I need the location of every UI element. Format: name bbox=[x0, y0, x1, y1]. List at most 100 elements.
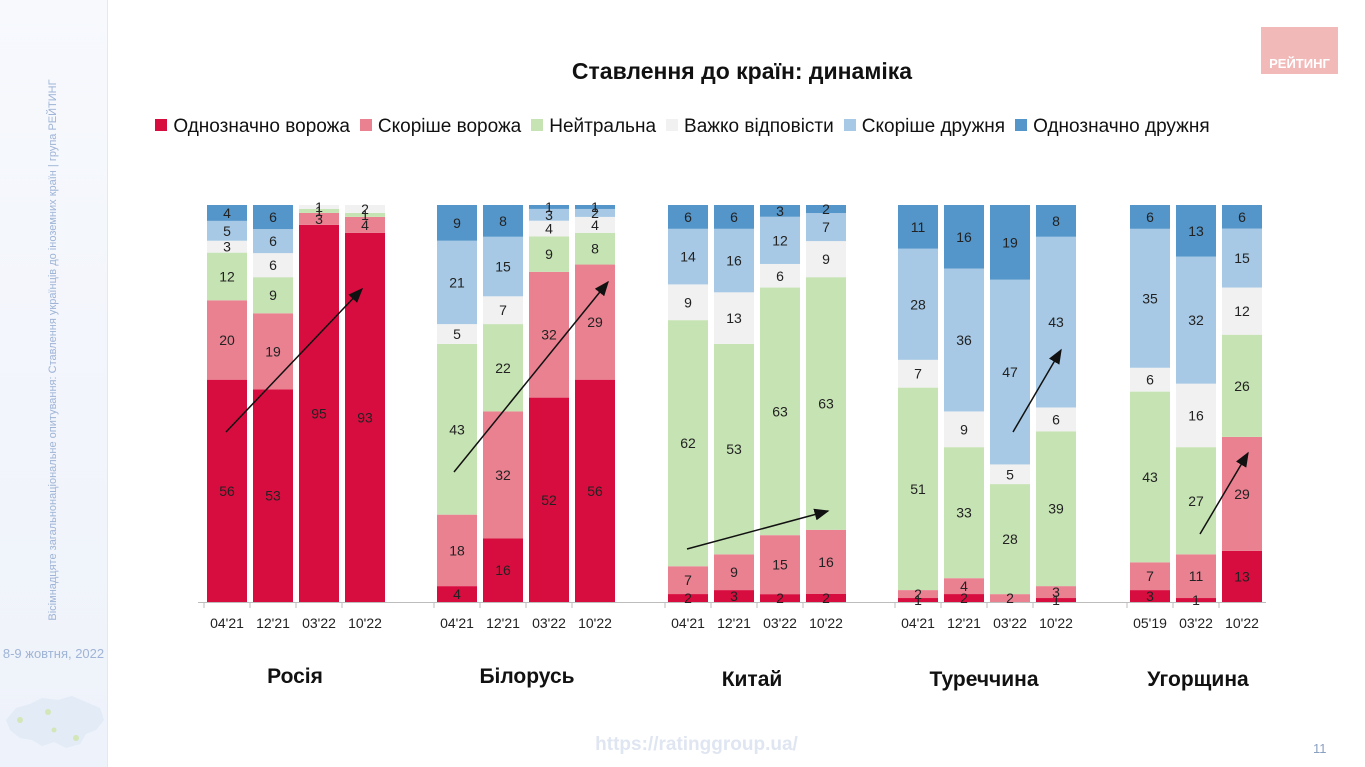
bar-segment bbox=[714, 205, 754, 229]
data-label: 18 bbox=[449, 542, 465, 558]
data-label: 53 bbox=[726, 441, 742, 457]
data-label: 2 bbox=[361, 201, 369, 217]
data-label: 5 bbox=[223, 223, 231, 239]
period-label: 10'22 bbox=[578, 615, 612, 631]
bar-segment bbox=[990, 279, 1030, 465]
bar-segment bbox=[806, 241, 846, 278]
data-label: 7 bbox=[914, 366, 922, 382]
data-label: 1 bbox=[591, 199, 599, 215]
data-label: 56 bbox=[219, 483, 235, 499]
bar-segment bbox=[1130, 562, 1170, 591]
data-label: 20 bbox=[219, 332, 235, 348]
period-label: 10'22 bbox=[1039, 615, 1073, 631]
bar-segment bbox=[944, 578, 984, 595]
data-label: 3 bbox=[545, 207, 553, 223]
period-label: 04'21 bbox=[901, 615, 935, 631]
period-label: 03'22 bbox=[993, 615, 1027, 631]
data-label: 9 bbox=[960, 421, 968, 437]
period-label: 04'21 bbox=[210, 615, 244, 631]
data-label: 4 bbox=[223, 205, 231, 221]
data-label: 16 bbox=[495, 562, 511, 578]
legend-swatch bbox=[666, 119, 679, 131]
data-label: 2 bbox=[822, 201, 830, 217]
data-label: 95 bbox=[311, 405, 327, 421]
survey-date: 8-9 жовтня, 2022 bbox=[2, 646, 105, 661]
bar-segment bbox=[437, 343, 477, 515]
bar-segment bbox=[668, 566, 708, 595]
bar-segment bbox=[1176, 205, 1216, 257]
legend-label: Однозначно дружня bbox=[1033, 116, 1210, 137]
data-label: 6 bbox=[776, 268, 784, 284]
data-label: 9 bbox=[684, 294, 692, 310]
legend-swatch bbox=[1015, 119, 1028, 131]
data-label: 26 bbox=[1234, 378, 1250, 394]
data-label: 2 bbox=[1006, 590, 1014, 606]
bar-segment bbox=[483, 205, 523, 237]
data-label: 63 bbox=[772, 403, 788, 419]
chart-legend: Однозначно ворожа Скоріше ворожа Нейтральн… bbox=[0, 116, 1365, 138]
bar-segment bbox=[714, 343, 754, 555]
data-label: 35 bbox=[1142, 290, 1158, 306]
bar-segment bbox=[990, 464, 1030, 485]
bar-segment bbox=[898, 359, 938, 388]
data-label: 1 bbox=[545, 199, 553, 215]
bar-segment bbox=[345, 216, 385, 233]
period-label: 03'22 bbox=[532, 615, 566, 631]
bar-segment bbox=[1130, 391, 1170, 563]
bar-segment bbox=[575, 208, 615, 217]
bar-segment bbox=[760, 287, 800, 536]
trend-arrow bbox=[225, 287, 364, 433]
bar-segment bbox=[1036, 205, 1076, 237]
data-label: 6 bbox=[269, 257, 277, 273]
data-label: 4 bbox=[453, 586, 461, 602]
period-label: 12'21 bbox=[256, 615, 290, 631]
data-label: 2 bbox=[960, 590, 968, 606]
data-label: 1 bbox=[315, 203, 323, 219]
bar-segment bbox=[668, 284, 708, 321]
bar-segment bbox=[253, 229, 293, 254]
data-label: 9 bbox=[269, 287, 277, 303]
bar-segment bbox=[437, 514, 477, 587]
bar-segment bbox=[345, 205, 385, 213]
period-label: 12'21 bbox=[947, 615, 981, 631]
bar-segment bbox=[1222, 287, 1262, 335]
legend-item: Скоріше дружня bbox=[843, 116, 1006, 138]
bar-segment bbox=[207, 220, 247, 241]
bar-segment bbox=[1176, 598, 1216, 602]
bar-segment bbox=[437, 324, 477, 344]
trend-arrow bbox=[686, 508, 830, 550]
data-label: 32 bbox=[1188, 312, 1204, 328]
bar-segment bbox=[207, 252, 247, 301]
trend-arrow bbox=[1199, 451, 1249, 535]
data-label: 4 bbox=[545, 221, 553, 237]
data-label: 3 bbox=[730, 588, 738, 604]
bar-segment bbox=[898, 205, 938, 249]
period-label: 05'19 bbox=[1133, 615, 1167, 631]
data-label: 12 bbox=[219, 268, 235, 284]
data-label: 3 bbox=[315, 211, 323, 227]
bar-segment bbox=[668, 594, 708, 602]
period-label: 10'22 bbox=[348, 615, 382, 631]
footer-url[interactable]: https://ratinggroup.ua/ bbox=[595, 734, 798, 755]
data-label: 19 bbox=[1002, 234, 1018, 250]
bar-segment bbox=[437, 205, 477, 241]
bar-segment bbox=[760, 205, 800, 217]
data-label: 11 bbox=[911, 219, 926, 235]
period-label: 04'21 bbox=[671, 615, 705, 631]
bar-segment bbox=[1130, 367, 1170, 392]
bar-segment bbox=[575, 216, 615, 233]
bar-segment bbox=[944, 594, 984, 602]
data-label: 2 bbox=[822, 590, 830, 606]
bar-segment bbox=[1130, 590, 1170, 602]
data-label: 6 bbox=[1238, 209, 1246, 225]
legend-swatch bbox=[155, 119, 168, 131]
data-label: 43 bbox=[1142, 469, 1158, 485]
legend-label: Скоріше дружня bbox=[861, 116, 1006, 137]
period-label: 12'21 bbox=[486, 615, 520, 631]
legend-swatch bbox=[531, 119, 544, 131]
bar-segment bbox=[1036, 407, 1076, 432]
legend-swatch bbox=[843, 119, 856, 131]
data-label: 13 bbox=[1188, 223, 1204, 239]
data-label: 43 bbox=[1048, 314, 1064, 330]
data-label: 7 bbox=[684, 572, 692, 588]
